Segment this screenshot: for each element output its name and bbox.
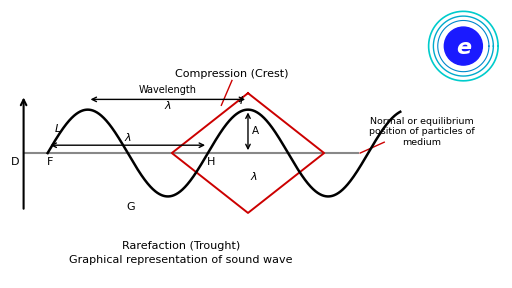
Text: G: G xyxy=(126,202,135,213)
Text: Rarefaction (Trought): Rarefaction (Trought) xyxy=(122,241,240,251)
Text: Wavelength: Wavelength xyxy=(139,85,197,95)
Text: e: e xyxy=(456,37,471,58)
Text: F: F xyxy=(47,157,53,167)
Text: H: H xyxy=(206,157,215,167)
Text: L: L xyxy=(55,124,61,134)
Text: λ: λ xyxy=(124,133,131,143)
Text: λ: λ xyxy=(164,101,171,111)
Text: Normal or equilibrium
position of particles of
medium: Normal or equilibrium position of partic… xyxy=(369,117,475,147)
Circle shape xyxy=(444,27,482,65)
Text: λ: λ xyxy=(250,172,257,182)
Text: A: A xyxy=(252,126,259,136)
Text: Graphical representation of sound wave: Graphical representation of sound wave xyxy=(70,255,293,265)
Text: D: D xyxy=(11,157,20,167)
Text: Compression (Crest): Compression (Crest) xyxy=(175,69,289,79)
Text: I: I xyxy=(240,96,243,106)
